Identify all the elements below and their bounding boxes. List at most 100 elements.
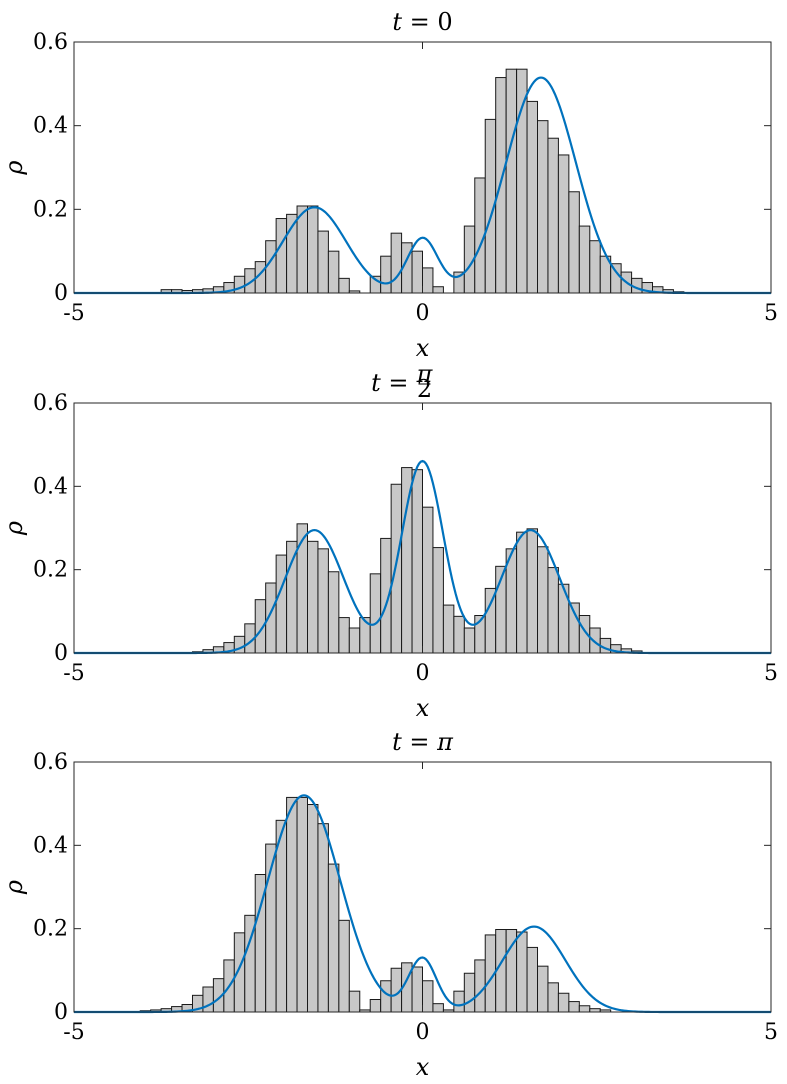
histogram-bar — [390, 232, 403, 294]
histogram-bar — [463, 627, 476, 654]
chart-title: t = 0 — [392, 8, 452, 36]
svg-text:t = 0: t = 0 — [392, 8, 452, 36]
histogram-bars — [191, 467, 643, 654]
histogram-bar — [401, 467, 413, 654]
y-tick-label: 0.2 — [33, 197, 68, 222]
histogram-bar — [338, 919, 350, 1013]
histogram-bar — [307, 804, 319, 1013]
histogram-bar — [453, 615, 465, 654]
svg-text:π: π — [416, 360, 434, 388]
x-axis-label: x — [416, 694, 430, 722]
histogram-bar — [422, 506, 434, 654]
x-tick-label: -5 — [63, 301, 84, 326]
y-tick-label: 0.2 — [33, 917, 68, 942]
histogram-bar — [275, 554, 288, 654]
histogram-bar — [380, 255, 392, 294]
x-tick-label: 5 — [764, 1020, 778, 1045]
histogram-bar — [422, 980, 434, 1013]
x-tick-label: 5 — [764, 661, 778, 686]
histogram-bar — [474, 959, 486, 1013]
histogram-bar — [568, 1001, 580, 1013]
histogram-bar — [432, 1003, 444, 1013]
histogram-bar — [547, 982, 559, 1013]
y-tick-label: 0.4 — [33, 474, 68, 499]
histogram-bar — [327, 250, 340, 294]
histogram-bar — [317, 230, 329, 294]
chart-title: t = π — [392, 728, 454, 756]
x-axis-label: x — [416, 334, 430, 362]
histogram-bar — [327, 571, 340, 654]
histogram-bar — [516, 68, 528, 294]
y-axis-label: ρ — [0, 160, 28, 175]
histogram-bar — [296, 523, 309, 654]
histogram-bar — [578, 1005, 591, 1013]
histogram-bar — [516, 931, 528, 1013]
histogram-bar — [589, 240, 601, 294]
x-axis-label: x — [416, 1053, 430, 1081]
y-tick-label: 0 — [54, 1000, 68, 1025]
histogram-bar — [589, 627, 601, 654]
y-tick-label: 0.6 — [33, 391, 68, 416]
x-tick-label: 5 — [764, 301, 778, 326]
histogram-bar — [557, 154, 570, 294]
histogram-bar — [317, 823, 329, 1013]
histogram-bar — [526, 100, 539, 294]
histogram-bar — [578, 225, 591, 294]
histogram-bar — [526, 946, 539, 1013]
histogram-bar — [286, 540, 298, 654]
histogram-bar — [275, 218, 288, 294]
x-tick-label: 0 — [416, 661, 430, 686]
x-tick-label: -5 — [63, 661, 84, 686]
histogram-bar — [307, 540, 319, 654]
histogram-bar — [568, 191, 580, 294]
histogram-bar — [296, 796, 309, 1013]
histogram-bar — [422, 267, 434, 294]
histogram-bar — [442, 604, 455, 654]
histogram-bar — [432, 286, 444, 294]
histogram-bar — [348, 990, 361, 1013]
chart-title: t = π2 — [371, 360, 434, 403]
x-tick-label: 0 — [416, 301, 430, 326]
svg-text:2: 2 — [417, 375, 432, 403]
svg-text:t = π: t = π — [392, 728, 454, 756]
histogram-bar — [537, 120, 549, 294]
histogram-bar — [307, 205, 319, 294]
histogram-bar — [390, 483, 403, 654]
x-tick-label: 0 — [416, 1020, 430, 1045]
y-tick-label: 0 — [54, 641, 68, 666]
y-tick-label: 0.4 — [33, 833, 68, 858]
histogram-bar — [547, 567, 559, 654]
histogram-bar — [557, 992, 570, 1013]
y-tick-label: 0.6 — [33, 750, 68, 775]
y-tick-label: 0 — [54, 281, 68, 306]
histogram-bar — [411, 966, 423, 1013]
y-axis-label: ρ — [0, 521, 28, 536]
histogram-bar — [317, 548, 329, 654]
histogram-bar — [411, 469, 423, 654]
y-tick-label: 0.6 — [33, 30, 68, 55]
histogram-bar — [327, 863, 340, 1013]
histogram-bar — [369, 999, 382, 1013]
histogram-bar — [233, 275, 246, 294]
y-axis-label: ρ — [0, 880, 28, 895]
x-tick-label: -5 — [63, 1020, 84, 1045]
histogram-bar — [411, 250, 423, 294]
histogram-bar — [537, 546, 549, 654]
y-tick-label: 0.2 — [33, 558, 68, 583]
histogram-bar — [286, 796, 298, 1013]
histogram-bar — [202, 986, 214, 1013]
histogram-bar — [233, 932, 246, 1013]
svg-text:t =: t = — [371, 369, 408, 397]
histogram-bar — [338, 617, 350, 654]
histogram-bar — [537, 965, 549, 1013]
histogram-bar — [453, 990, 465, 1013]
histogram-bar — [505, 68, 518, 294]
histogram-bar — [432, 547, 444, 654]
histogram-bar — [516, 531, 528, 654]
histogram-bar — [547, 137, 559, 294]
histogram-bar — [526, 528, 539, 654]
